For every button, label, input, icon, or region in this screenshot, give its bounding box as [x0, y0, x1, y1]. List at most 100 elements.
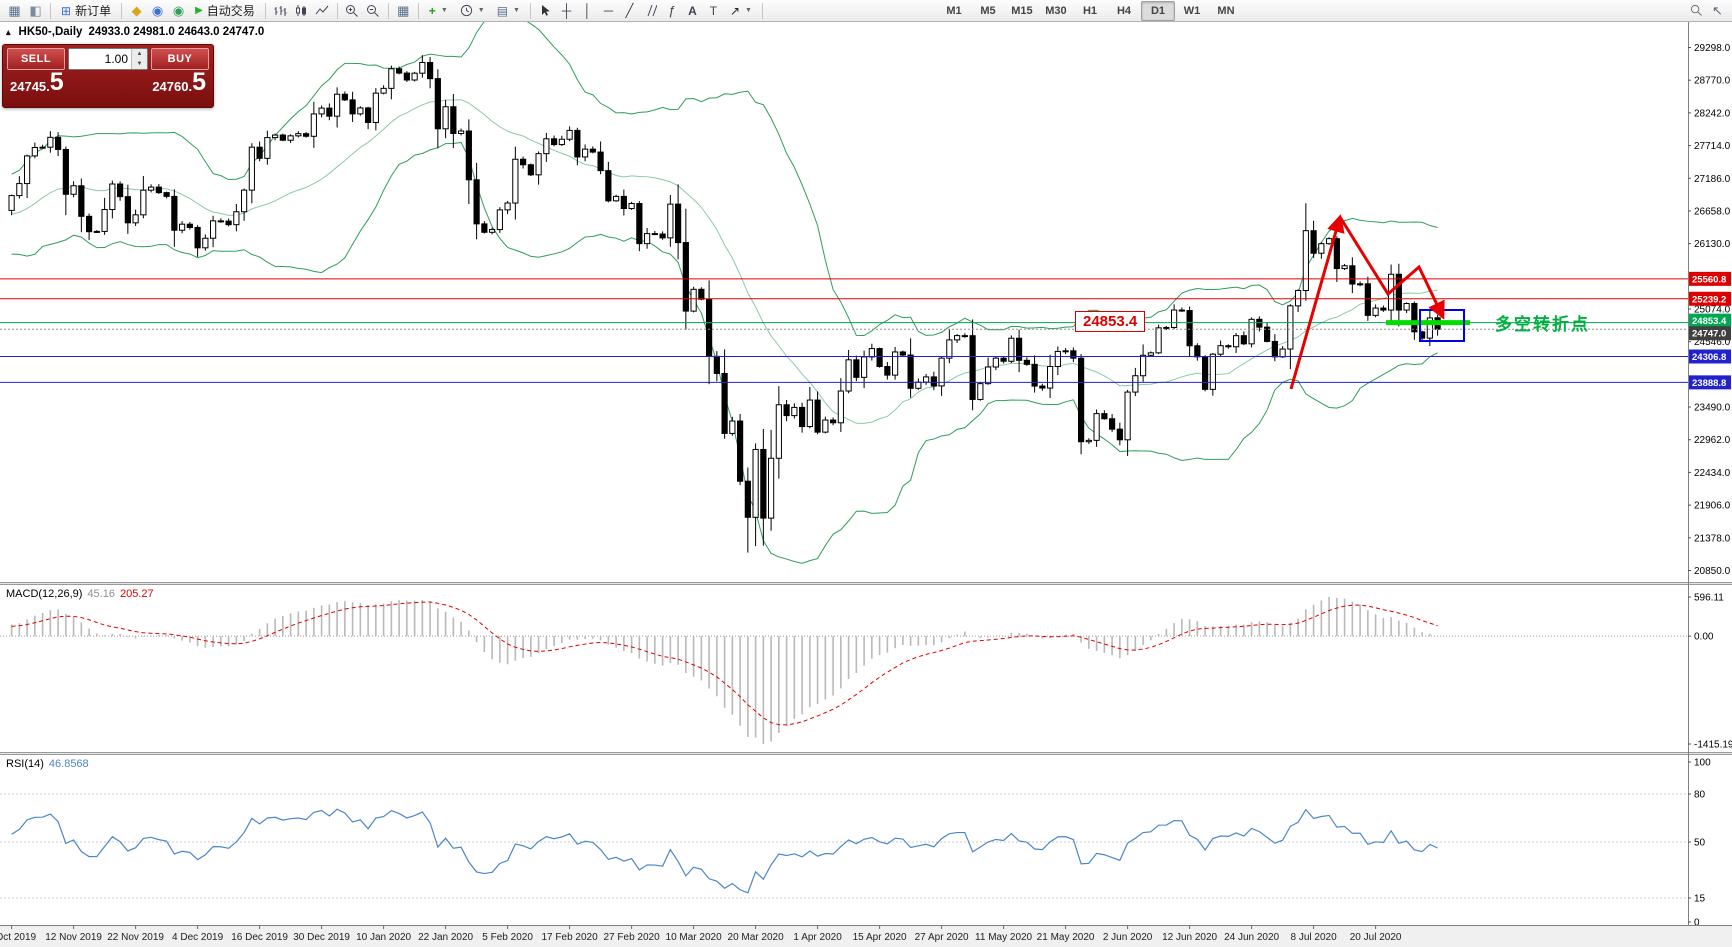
timeframe-m1[interactable]: M1 — [946, 4, 962, 17]
candle — [163, 191, 170, 199]
metaeditor-icon[interactable]: ◆ — [131, 2, 142, 18]
pointer-icon[interactable]: ↖ — [1712, 2, 1723, 18]
y-axis-label: 29298.0 — [1694, 43, 1731, 54]
candle — [372, 88, 379, 131]
candle — [853, 355, 860, 382]
x-axis-label: 15 Apr 2020 — [853, 932, 907, 943]
candle — [47, 131, 54, 153]
candle — [752, 443, 759, 547]
cursor-icon[interactable] — [535, 1, 556, 20]
candle — [326, 103, 333, 121]
buy-button[interactable]: BUY — [151, 48, 209, 70]
add-indicator-button[interactable]: + ▼ — [423, 1, 454, 20]
timeframe-h4[interactable]: H4 — [1116, 4, 1131, 17]
sell-price[interactable]: 24745. 5 — [10, 70, 64, 95]
x-axis-label: 22 Nov 2019 — [107, 932, 164, 943]
periods-button[interactable]: ▼ — [454, 1, 491, 20]
text-label-icon[interactable]: T — [709, 3, 718, 18]
pane-separator[interactable] — [0, 582, 1732, 585]
candle — [1240, 331, 1247, 346]
candle — [62, 146, 69, 216]
macd-indicator-label: MACD(12,26,9) 45.16 205.27 — [6, 588, 154, 600]
candle — [1395, 263, 1402, 327]
candle — [791, 403, 798, 419]
timeframe-d1[interactable]: D1 — [1140, 0, 1175, 21]
rsi-scale-label: 15 — [1694, 894, 1706, 905]
candle — [775, 386, 782, 479]
zoom-out-icon[interactable] — [363, 1, 384, 20]
market-depth-icon[interactable]: ◉ — [151, 2, 164, 18]
candle — [349, 91, 356, 122]
arrows-button[interactable]: ↗ ▼ — [724, 1, 758, 20]
candle — [318, 105, 325, 118]
trend-arrow-up[interactable] — [1289, 214, 1345, 390]
profiles-icon[interactable]: ◧ — [29, 2, 42, 18]
horizontal-line-icon[interactable]: ─ — [603, 3, 614, 18]
text-icon[interactable]: A — [688, 3, 697, 18]
candle — [310, 101, 317, 148]
timeframe-m30[interactable]: M30 — [1045, 4, 1067, 17]
volume-up-button[interactable]: ▲ — [132, 49, 147, 59]
fibonacci-icon[interactable]: ƒ — [667, 3, 676, 18]
x-axis-strip[interactable] — [0, 925, 1732, 947]
candle — [636, 201, 643, 252]
x-axis-label: 1 Oct 2019 — [0, 932, 36, 943]
toolbar-separator — [529, 2, 531, 19]
new-order-button[interactable]: ⊞ 新订单 — [55, 1, 117, 20]
y-axis-label: 28242.0 — [1694, 108, 1731, 119]
candlestick-chart-icon[interactable] — [291, 1, 312, 20]
y-axis-label: 24546.0 — [1694, 337, 1731, 348]
quick-search-icon[interactable] — [1686, 1, 1707, 20]
trendline-icon[interactable]: ╱ — [625, 2, 634, 18]
timeframe-h1[interactable]: H1 — [1082, 4, 1097, 17]
community-icon[interactable]: ◉ — [172, 2, 185, 18]
candle — [380, 85, 387, 95]
x-axis-label: 20 Mar 2020 — [728, 932, 785, 943]
chevron-down-icon: ▼ — [745, 7, 752, 14]
buy-price[interactable]: 24760. 5 — [152, 70, 206, 95]
timeframe-m15[interactable]: M15 — [1011, 4, 1033, 17]
tile-windows-icon[interactable]: ▦ — [397, 2, 410, 18]
trend-arrow-down[interactable] — [1338, 216, 1445, 320]
price-tag — [1689, 375, 1731, 390]
new-chart-icon[interactable]: ▦ — [8, 2, 21, 18]
crosshair-icon[interactable]: ┼ — [561, 3, 572, 18]
candle — [1171, 304, 1178, 330]
candle — [1163, 326, 1170, 331]
timeframe-mn[interactable]: MN — [1217, 4, 1235, 17]
bar-chart-icon[interactable] — [270, 1, 291, 20]
one-click-collapse-triangle[interactable]: ▴ — [6, 26, 11, 37]
volume-down-button[interactable]: ▼ — [132, 59, 147, 69]
one-click-trading-panel: SELL ▲ ▼ BUY 24745.5 24760.5 — [2, 44, 214, 108]
autotrading-button[interactable]: ▶ 自动交易 — [189, 1, 261, 20]
candle — [93, 230, 100, 233]
line-chart-icon[interactable] — [312, 1, 333, 20]
x-axis-label: 10 Jan 2020 — [356, 932, 411, 943]
candle — [992, 356, 999, 371]
toolbar-separator — [264, 2, 266, 19]
timeframe-m5[interactable]: M5 — [980, 4, 996, 17]
candle — [1023, 357, 1030, 366]
templates-button[interactable]: ▤ ▼ — [491, 1, 526, 20]
candle — [124, 184, 131, 234]
vertical-line-icon[interactable]: │ — [583, 3, 592, 18]
candle — [155, 184, 162, 194]
equidistant-channel-icon[interactable] — [640, 1, 661, 20]
timeframe-w1[interactable]: W1 — [1183, 4, 1201, 17]
candle — [613, 194, 620, 202]
volume-input[interactable] — [69, 49, 131, 69]
sell-button[interactable]: SELL — [7, 48, 65, 70]
candle — [24, 154, 31, 198]
pane-separator[interactable] — [0, 752, 1732, 755]
price-level-callout[interactable]: 24853.4 — [1075, 311, 1146, 332]
turning-point-label[interactable]: 多空转折点 — [1495, 315, 1590, 334]
y-axis-label: 22962.0 — [1694, 435, 1731, 446]
price-tag — [1689, 326, 1731, 341]
candle — [744, 467, 751, 553]
candle — [148, 184, 155, 193]
zoom-in-icon[interactable] — [342, 1, 363, 20]
candle — [1209, 352, 1216, 396]
candle — [876, 347, 883, 368]
candle — [551, 135, 558, 147]
